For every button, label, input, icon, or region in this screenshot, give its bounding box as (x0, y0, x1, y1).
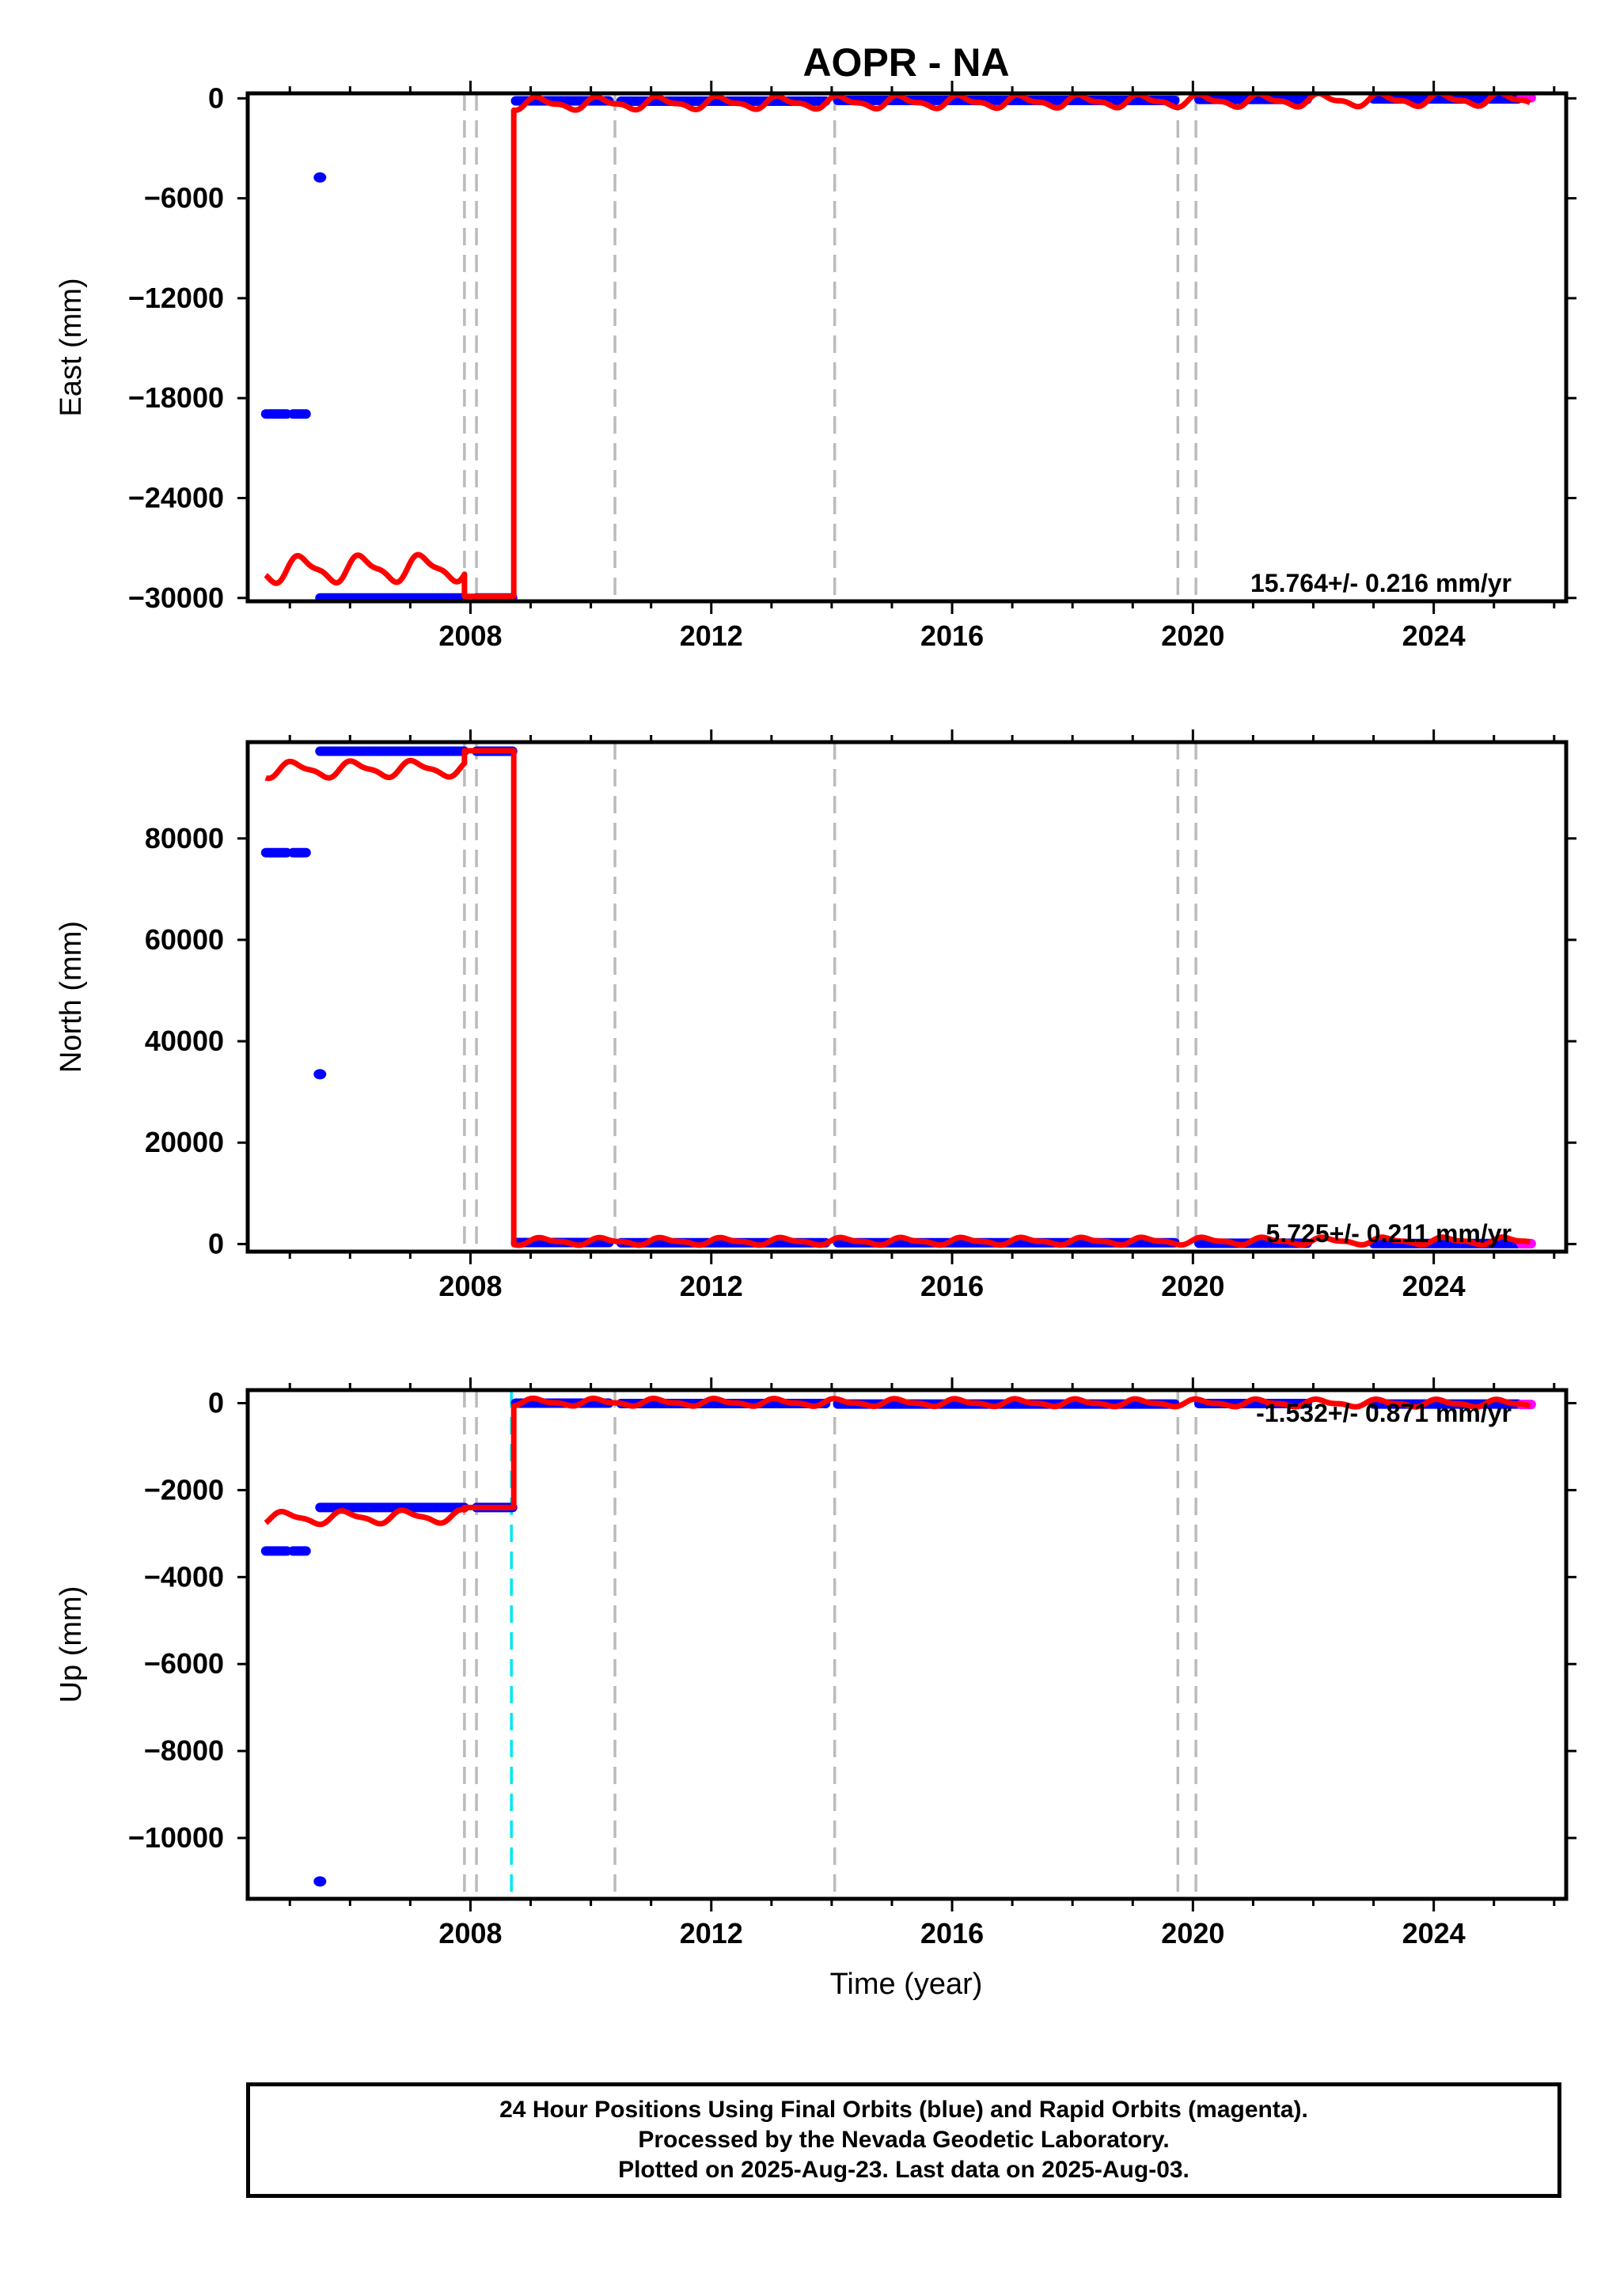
final-orbit-point (313, 172, 327, 183)
y-tick-label: −10000 (128, 1821, 224, 1854)
footer-line-3: Plotted on 2025-Aug-23. Last data on 202… (618, 2157, 1189, 2183)
rate-annotation: 15.764+/- 0.216 mm/yr (1250, 569, 1512, 597)
y-tick-label: 0 (208, 1227, 224, 1260)
x-tick-label: 2008 (438, 1270, 502, 1302)
model-fit-curve (263, 748, 1533, 1248)
y-tick-label: −30000 (128, 582, 224, 614)
x-tick-label: 2012 (680, 1917, 743, 1949)
y-tick-label: −12000 (128, 282, 224, 314)
x-tick-label: 2008 (438, 1917, 502, 1949)
x-tick-label: 2012 (680, 619, 743, 652)
x-tick-label: 2016 (920, 1270, 984, 1302)
y-tick-label: −18000 (128, 381, 224, 414)
x-tick-label: 2020 (1161, 1917, 1224, 1949)
model-fit-curve (263, 1395, 1533, 1528)
x-tick-label: 2012 (680, 1270, 743, 1302)
x-tick-label: 2008 (438, 619, 502, 652)
y-tick-label: 60000 (145, 923, 224, 956)
x-tick-label: 2020 (1161, 619, 1224, 652)
x-tick-label: 2024 (1402, 1917, 1466, 1949)
y-tick-label: −24000 (128, 481, 224, 513)
final-orbit-point (313, 1069, 327, 1080)
panel-2: 0 20000 40000 60000 80000 2008 2012 2016 2020 202… (55, 729, 1576, 1302)
x-tick-label: 2016 (920, 1917, 984, 1949)
x-tick-label: 2024 (1402, 1270, 1466, 1302)
x-tick-label: 2024 (1402, 619, 1466, 652)
footer-line-1: 24 Hour Positions Using Final Orbits (bl… (499, 2097, 1308, 2123)
panels-layer: 0 −6000 −12000 −18000 −24000 −30000 2008 2012 20… (55, 81, 1576, 1949)
y-tick-label: 20000 (145, 1126, 224, 1158)
model-fit-curve (263, 93, 1533, 600)
y-axis-label: East (mm) (55, 278, 88, 416)
x-tick-label: 2020 (1161, 1270, 1224, 1302)
y-axis-label: Up (mm) (55, 1586, 88, 1703)
y-tick-label: −4000 (144, 1560, 224, 1593)
x-tick-label: 2016 (920, 619, 984, 652)
panel-plot-area (260, 1390, 1536, 1899)
y-tick-label: 40000 (145, 1025, 224, 1057)
panel-1: 0 −6000 −12000 −18000 −24000 −30000 2008 2012 20… (55, 81, 1576, 652)
y-tick-label: −6000 (144, 182, 224, 214)
panel-frame (245, 91, 1569, 604)
panel-plot-area (260, 742, 1536, 1252)
y-tick-label: −6000 (144, 1647, 224, 1680)
x-axis-label: Time (year) (830, 1968, 983, 2001)
rate-annotation: -1.532+/- 0.871 mm/yr (1256, 1399, 1512, 1427)
footer-box: 24 Hour Positions Using Final Orbits (bl… (246, 2082, 1561, 2198)
y-tick-label: −2000 (144, 1473, 224, 1506)
rate-annotation: 5.725+/- 0.211 mm/yr (1266, 1219, 1512, 1248)
y-tick-label: 80000 (145, 822, 224, 854)
y-tick-label: 0 (208, 81, 224, 114)
chart-title: AOPR - NA (802, 40, 1009, 85)
footer-line-2: Processed by the Nevada Geodetic Laborat… (638, 2127, 1170, 2153)
panel-3: 0 −2000 −4000 −6000 −8000 −10000 2008 2012 2016 2… (55, 1377, 1576, 1949)
panel-frame (245, 1388, 1569, 1901)
final-orbit-point (313, 1876, 327, 1887)
y-tick-label: 0 (208, 1386, 224, 1419)
panel-frame (245, 740, 1569, 1254)
y-axis-label: North (mm) (55, 921, 88, 1073)
y-tick-label: −8000 (144, 1734, 224, 1767)
panel-plot-area (260, 93, 1536, 601)
